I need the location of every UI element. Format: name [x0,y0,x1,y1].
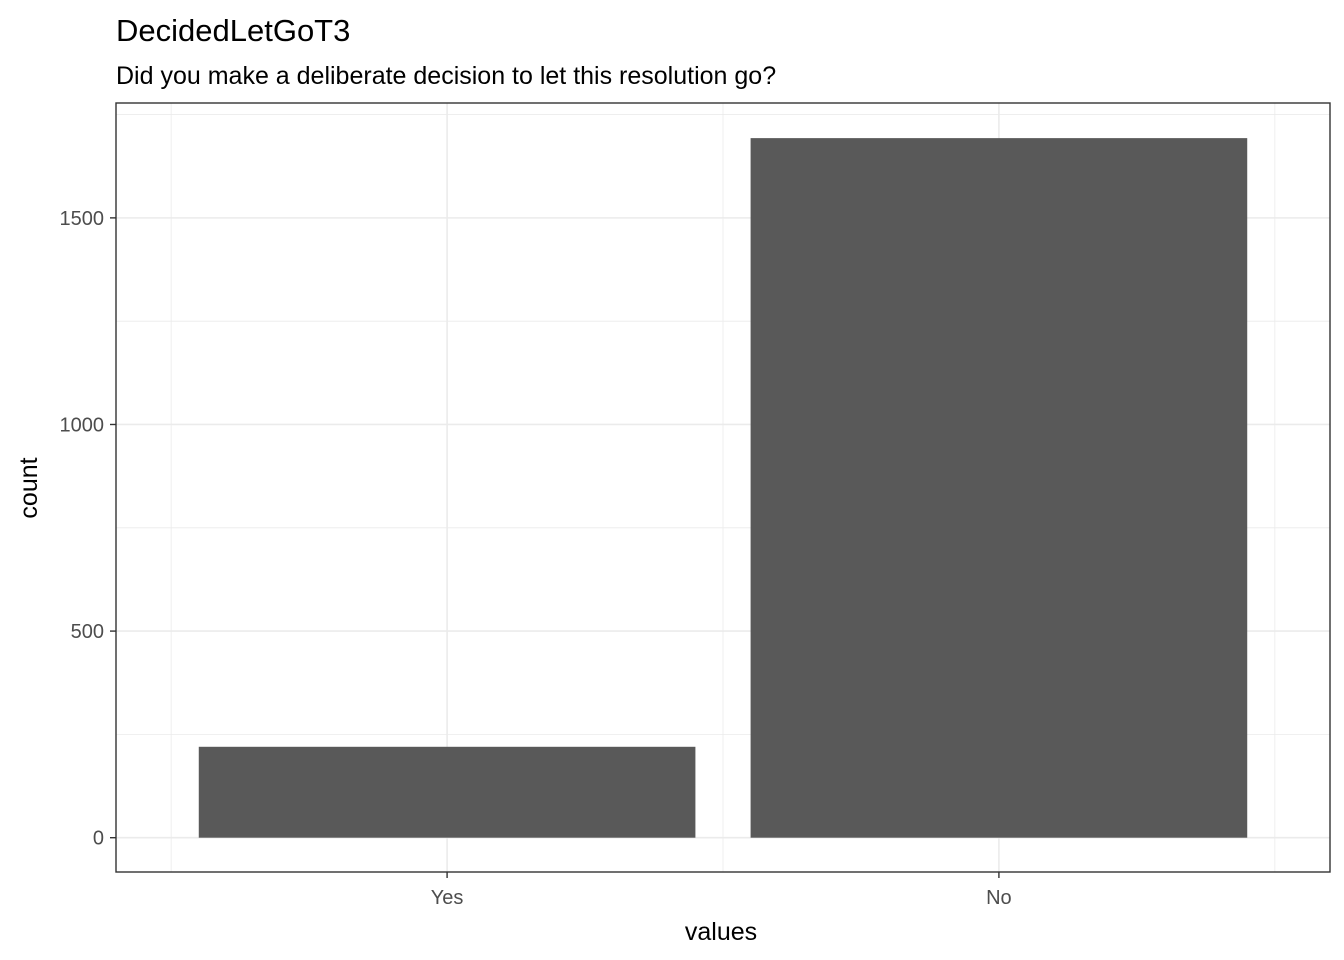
y-tick-label: 0 [93,828,104,850]
chart-title: DecidedLetGoT3 [116,13,350,48]
y-axis-title: count [15,457,43,518]
y-tick-label: 500 [71,621,104,643]
bar-no [750,138,1248,838]
panel-border [115,102,1331,873]
x-tick-label: Yes [431,887,464,909]
chart-subtitle: Did you make a deliberate decision to le… [116,62,776,90]
x-axis-title: values [685,918,757,946]
bar-yes [198,746,696,838]
x-tick-label: No [986,887,1012,909]
axes: 0 500 1000 1500 Yes No [60,208,1012,909]
bars [198,138,1248,838]
y-tick-label: 1500 [60,208,105,230]
y-tick-label: 1000 [60,414,105,436]
